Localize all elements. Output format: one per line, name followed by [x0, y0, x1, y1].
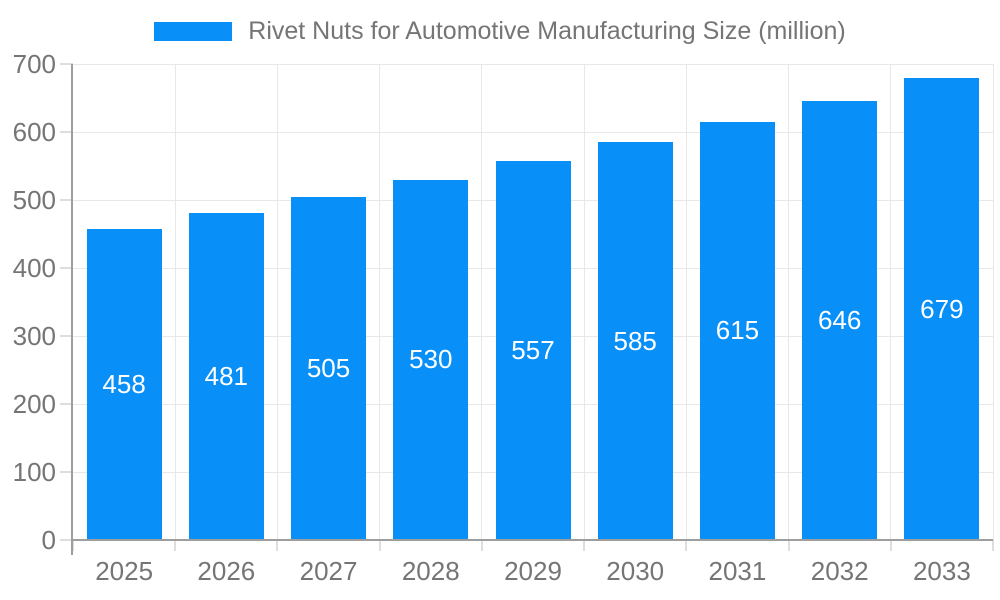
x-tick-label: 2026 [197, 556, 256, 586]
x-gridline [379, 64, 381, 540]
x-tick-label: 2033 [912, 556, 971, 586]
x-gridline [788, 64, 790, 540]
bar-value-label: 557 [511, 335, 555, 366]
x-tick-label: 2032 [810, 556, 869, 586]
x-tick-mark [72, 540, 74, 551]
y-tick-label: 600 [12, 117, 56, 147]
bar: 458 [86, 228, 162, 540]
x-tick-label: 2025 [95, 556, 154, 586]
y-tick-label: 400 [12, 253, 56, 283]
bar-value-label: 505 [306, 352, 351, 383]
x-tick-mark [992, 540, 994, 551]
bar-value-label: 458 [102, 368, 146, 399]
y-tick-mark [60, 267, 73, 269]
x-tick-mark [480, 540, 483, 551]
y-tick-label: 0 [41, 525, 56, 555]
x-tick-label: 2031 [708, 556, 767, 586]
bar-value-label: 679 [920, 293, 964, 324]
y-gridline [73, 63, 993, 65]
y-tick-label: 200 [12, 389, 56, 419]
x-tick-mark [787, 540, 790, 551]
x-tick-label: 2029 [504, 556, 562, 586]
y-tick-label: 500 [12, 185, 56, 215]
bar: 615 [699, 121, 775, 540]
x-tick-label: 2030 [606, 556, 665, 586]
y-tick-mark [60, 199, 73, 201]
x-tick-label: 2028 [401, 556, 460, 586]
y-tick-mark [60, 539, 73, 541]
x-tick-label: 2027 [299, 556, 358, 586]
y-tick-label: 100 [12, 457, 56, 487]
bar: 481 [188, 212, 264, 540]
y-gridline [73, 131, 993, 133]
bar-value-label: 530 [409, 344, 453, 375]
legend-swatch [154, 22, 233, 41]
y-tick-label: 300 [12, 321, 56, 351]
y-tick-label: 700 [12, 49, 56, 79]
bar-value-label: 646 [817, 304, 862, 335]
x-tick-mark [685, 540, 688, 551]
legend-item[interactable]: Rivet Nuts for Automotive Manufacturing … [0, 17, 1000, 46]
bar: 557 [495, 161, 571, 540]
x-axis-line [71, 539, 993, 541]
y-axis-line [71, 64, 73, 555]
legend-label: Rivet Nuts for Automotive Manufacturing … [248, 17, 846, 45]
bar: 505 [291, 196, 367, 540]
bar-value-label: 481 [204, 360, 249, 391]
bar: 530 [393, 179, 469, 540]
y-tick-mark [60, 403, 73, 405]
x-gridline [890, 64, 892, 540]
x-gridline [992, 64, 994, 540]
y-tick-mark [60, 471, 73, 473]
x-tick-mark [174, 540, 177, 551]
bar: 585 [597, 142, 673, 540]
x-gridline [481, 64, 483, 540]
x-gridline [685, 64, 687, 540]
x-gridline [583, 64, 585, 540]
x-tick-mark [276, 540, 279, 551]
bar: 679 [904, 78, 980, 540]
bar-value-label: 585 [613, 325, 657, 356]
bar-value-label: 615 [715, 315, 760, 346]
x-tick-mark [378, 540, 381, 551]
x-tick-mark [583, 540, 586, 551]
bar: 646 [802, 100, 878, 540]
x-tick-mark [889, 540, 892, 551]
x-gridline [174, 64, 176, 540]
x-gridline [276, 64, 278, 540]
y-tick-mark [60, 131, 73, 133]
y-tick-mark [60, 335, 73, 337]
y-tick-mark [60, 63, 73, 65]
